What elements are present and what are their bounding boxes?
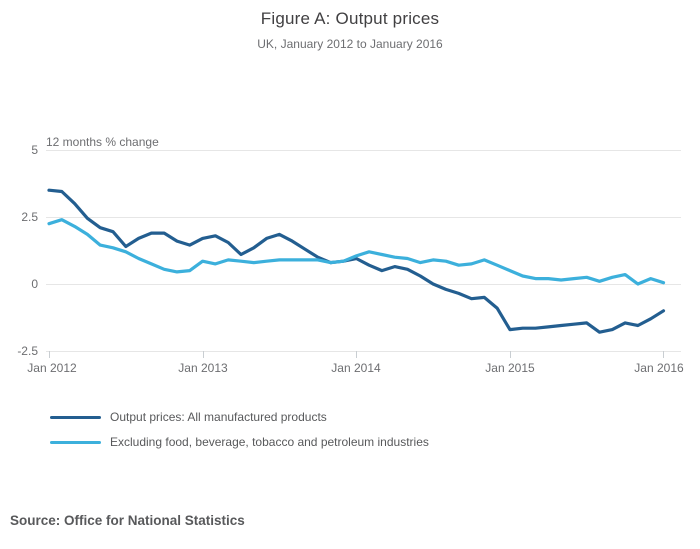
series-line-all-manufactured-products xyxy=(47,188,666,334)
y-tick-neg-2-5: -2.5 xyxy=(17,344,38,358)
x-tick-jan-2013: Jan 2013 xyxy=(178,361,228,375)
legend-swatch-all-manufactured xyxy=(50,415,101,419)
x-tick-jan-2012: Jan 2012 xyxy=(27,361,77,375)
y-tick-0: 0 xyxy=(31,277,38,291)
gridline-0 xyxy=(46,284,681,285)
gridline-5 xyxy=(46,150,681,151)
x-tick-mark-jan-2015 xyxy=(510,351,511,358)
plot-area xyxy=(47,188,666,334)
source-attribution: Source: Office for National Statistics xyxy=(10,513,245,528)
y-tick-5: 5 xyxy=(31,143,38,157)
x-tick-mark-jan-2014 xyxy=(356,351,357,358)
y-axis-unit-label: 12 months % change xyxy=(46,135,159,149)
gridline-2-5 xyxy=(46,217,681,218)
legend-label-all-manufactured: Output prices: All manufactured products xyxy=(110,410,327,424)
legend-item-all-manufactured: Output prices: All manufactured products xyxy=(50,409,327,425)
legend-item-excluding-industries: Excluding food, beverage, tobacco and pe… xyxy=(50,434,429,450)
x-tick-jan-2015: Jan 2015 xyxy=(485,361,535,375)
chart-subtitle: UK, January 2012 to January 2016 xyxy=(257,37,443,51)
x-tick-mark-jan-2012 xyxy=(49,351,50,358)
gridline-neg-2-5 xyxy=(46,351,681,352)
y-tick-2-5: 2.5 xyxy=(21,210,38,224)
x-tick-mark-jan-2013 xyxy=(203,351,204,358)
legend-label-excluding-industries: Excluding food, beverage, tobacco and pe… xyxy=(110,435,429,449)
legend-swatch-excluding-industries xyxy=(50,440,101,444)
chart-title: Figure A: Output prices xyxy=(260,9,440,28)
x-tick-jan-2014: Jan 2014 xyxy=(331,361,381,375)
x-tick-jan-2016: Jan 2016 xyxy=(634,361,684,375)
series-line-excluding-food-beverage-tobacco-petroleum xyxy=(47,218,666,286)
x-tick-mark-jan-2016 xyxy=(663,351,664,358)
